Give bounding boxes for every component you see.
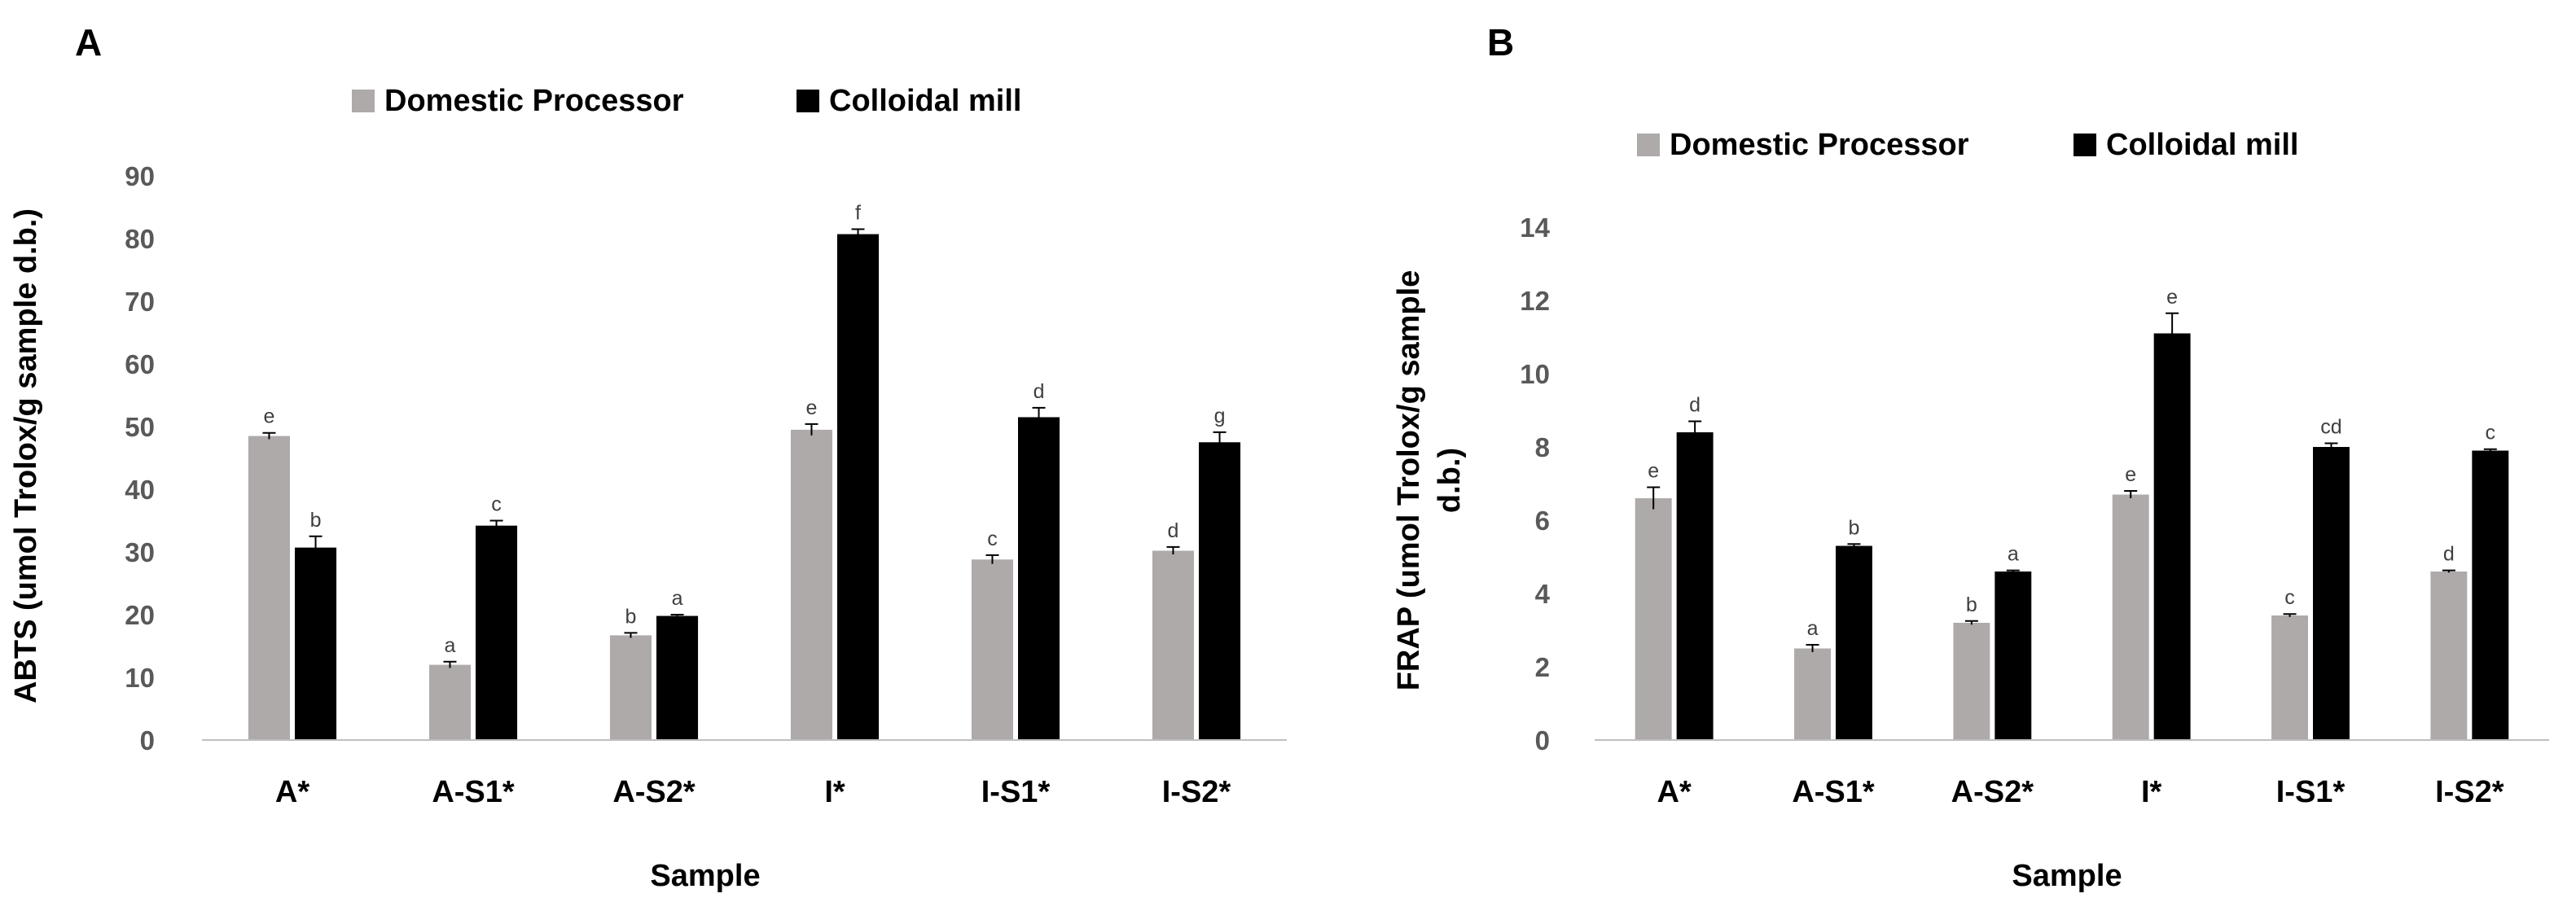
y-tick-label: 10 <box>1520 359 1550 389</box>
y-tick-label: 14 <box>1520 212 1550 243</box>
x-tick-label: A-S1* <box>432 775 515 809</box>
x-tick-label: I* <box>2141 775 2162 809</box>
y-tick-label: 50 <box>125 412 155 442</box>
bar-domestic-0 <box>1635 498 1672 740</box>
significance-label: d <box>2443 543 2455 566</box>
bar-colloidal-0 <box>295 547 337 740</box>
y-tick-label: 0 <box>140 725 155 756</box>
bar-domestic-0 <box>248 436 290 740</box>
significance-label: c <box>2284 586 2295 609</box>
bar-colloidal-1 <box>476 525 518 740</box>
x-tick-label: I-S2* <box>1162 775 1231 809</box>
x-tick-label: I* <box>824 775 845 809</box>
y-axis-title-line: d.b.) <box>1433 448 1467 513</box>
x-tick-label: I-S1* <box>2276 775 2346 809</box>
bar-colloidal-3 <box>837 234 880 740</box>
bar-domestic-1 <box>428 664 471 740</box>
legend-label-colloidal: Colloidal mill <box>829 84 1021 118</box>
significance-label: e <box>2166 286 2178 309</box>
y-tick-label: 90 <box>125 161 155 191</box>
panel-letter: A <box>75 21 102 64</box>
y-tick-label: 30 <box>125 537 155 567</box>
y-tick-label: 10 <box>125 663 155 693</box>
significance-label: c <box>2486 422 2496 445</box>
x-tick-label: A* <box>1657 775 1692 809</box>
y-tick-label: 20 <box>125 600 155 630</box>
significance-label: e <box>1648 460 1659 483</box>
bar-colloidal-4 <box>1018 417 1060 740</box>
legend-swatch-domestic <box>1637 134 1660 156</box>
y-tick-label: 8 <box>1535 432 1550 462</box>
bar-domestic-2 <box>1953 623 1990 740</box>
bar-domestic-4 <box>2271 615 2308 740</box>
significance-label: a <box>672 587 683 610</box>
y-tick-label: 40 <box>125 475 155 505</box>
bar-colloidal-5 <box>1199 442 1241 740</box>
bar-colloidal-1 <box>1836 545 1872 740</box>
y-tick-label: 12 <box>1520 286 1550 316</box>
y-tick-label: 2 <box>1535 652 1550 682</box>
significance-label: e <box>806 396 818 419</box>
significance-label: a <box>2008 543 2019 566</box>
x-axis-title: Sample <box>650 859 760 893</box>
significance-label: c <box>491 493 502 516</box>
y-tick-label: 70 <box>125 287 155 317</box>
y-tick-label: 6 <box>1535 506 1550 536</box>
chart-a: A Domestic Processor Colloidal mill 0 10 20 30… <box>9 21 1287 893</box>
legend-swatch-colloidal <box>796 90 819 112</box>
significance-label: b <box>1849 516 1860 539</box>
y-tick-label: 4 <box>1535 579 1551 609</box>
bar-domestic-5 <box>1152 550 1194 740</box>
legend-swatch-colloidal <box>2074 134 2096 156</box>
bar-domestic-1 <box>1794 648 1831 740</box>
significance-label: b <box>1966 593 1977 616</box>
significance-label: d <box>1168 519 1179 542</box>
y-axis-title: ABTS (umol Trolox/g sample d.b.) <box>9 208 43 703</box>
legend-label-domestic: Domestic Processor <box>384 84 684 118</box>
x-tick-label: I-S2* <box>2435 775 2504 809</box>
legend-label-domestic: Domestic Processor <box>1670 128 1969 162</box>
x-tick-label: A-S2* <box>612 775 696 809</box>
significance-label: cd <box>2320 416 2341 439</box>
bar-colloidal-5 <box>2472 450 2509 740</box>
legend-swatch-domestic <box>352 90 375 112</box>
significance-label: a <box>445 634 456 657</box>
significance-label: e <box>264 405 275 428</box>
bar-colloidal-2 <box>656 615 699 740</box>
x-tick-label: A-S1* <box>1792 775 1875 809</box>
x-tick-label: A* <box>275 775 309 809</box>
significance-label: d <box>1033 380 1045 403</box>
y-tick-label: 0 <box>1535 725 1550 756</box>
bar-domestic-2 <box>609 635 652 740</box>
y-axis-title: FRAP (umol Trolox/g sample d.b.) <box>1392 270 1467 691</box>
bar-domestic-4 <box>971 559 1013 740</box>
bar-domestic-3 <box>790 429 832 740</box>
panel-letter: B <box>1487 21 1514 64</box>
bar-domestic-3 <box>2112 494 2149 740</box>
y-tick-label: 80 <box>125 224 155 254</box>
significance-label: a <box>1807 617 1819 640</box>
bar-colloidal-0 <box>1676 432 1714 740</box>
chart-b: B Domestic Processor Colloidal mill 0 2 4 6 8 10… <box>1392 21 2549 893</box>
significance-label: b <box>625 605 637 628</box>
legend-label-colloidal: Colloidal mill <box>2106 128 2298 162</box>
significance-label: f <box>855 201 861 224</box>
y-tick-label: 60 <box>125 349 155 379</box>
y-axis-title-line: FRAP (umol Trolox/g sample <box>1392 270 1426 691</box>
x-axis-title: Sample <box>2012 859 2122 893</box>
bar-colloidal-2 <box>1995 572 2032 740</box>
significance-label: c <box>987 528 998 550</box>
significance-label: d <box>1689 394 1701 417</box>
significance-label: b <box>310 509 322 532</box>
bar-colloidal-3 <box>2153 333 2191 740</box>
x-tick-label: A-S2* <box>1951 775 2034 809</box>
x-tick-label: I-S1* <box>981 775 1051 809</box>
bar-colloidal-4 <box>2313 447 2350 740</box>
bar-domestic-5 <box>2430 572 2468 740</box>
significance-label: g <box>1214 405 1226 427</box>
significance-label: e <box>2125 463 2136 486</box>
